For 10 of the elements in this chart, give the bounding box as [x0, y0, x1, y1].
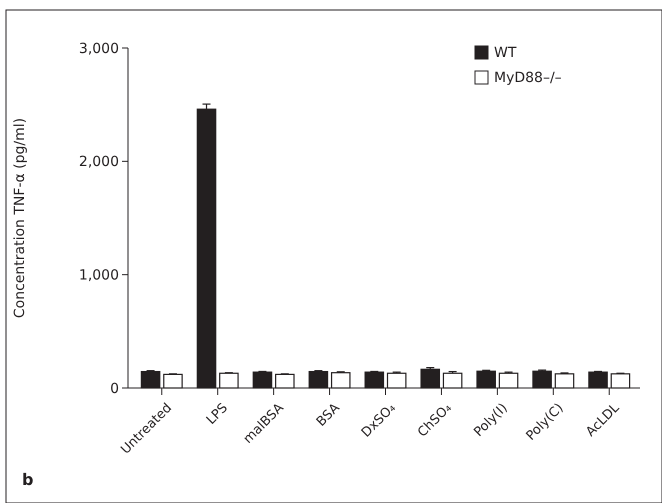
text: b: [22, 470, 34, 489]
y-tick-label: 2,000: [78, 154, 119, 170]
legend-label: WT: [494, 44, 517, 61]
y-tick-label: 0: [110, 380, 119, 397]
x-tick-label: LPS: [204, 400, 231, 428]
y-axis-title: Concentration TNF-α (pg/ml): [12, 118, 28, 318]
legend-label: MyD88–/–: [494, 70, 562, 86]
y-tick-label: 1,000: [78, 268, 119, 284]
x-tick-label: BSA: [314, 400, 343, 430]
y-tick-label: 3,000: [78, 40, 119, 57]
